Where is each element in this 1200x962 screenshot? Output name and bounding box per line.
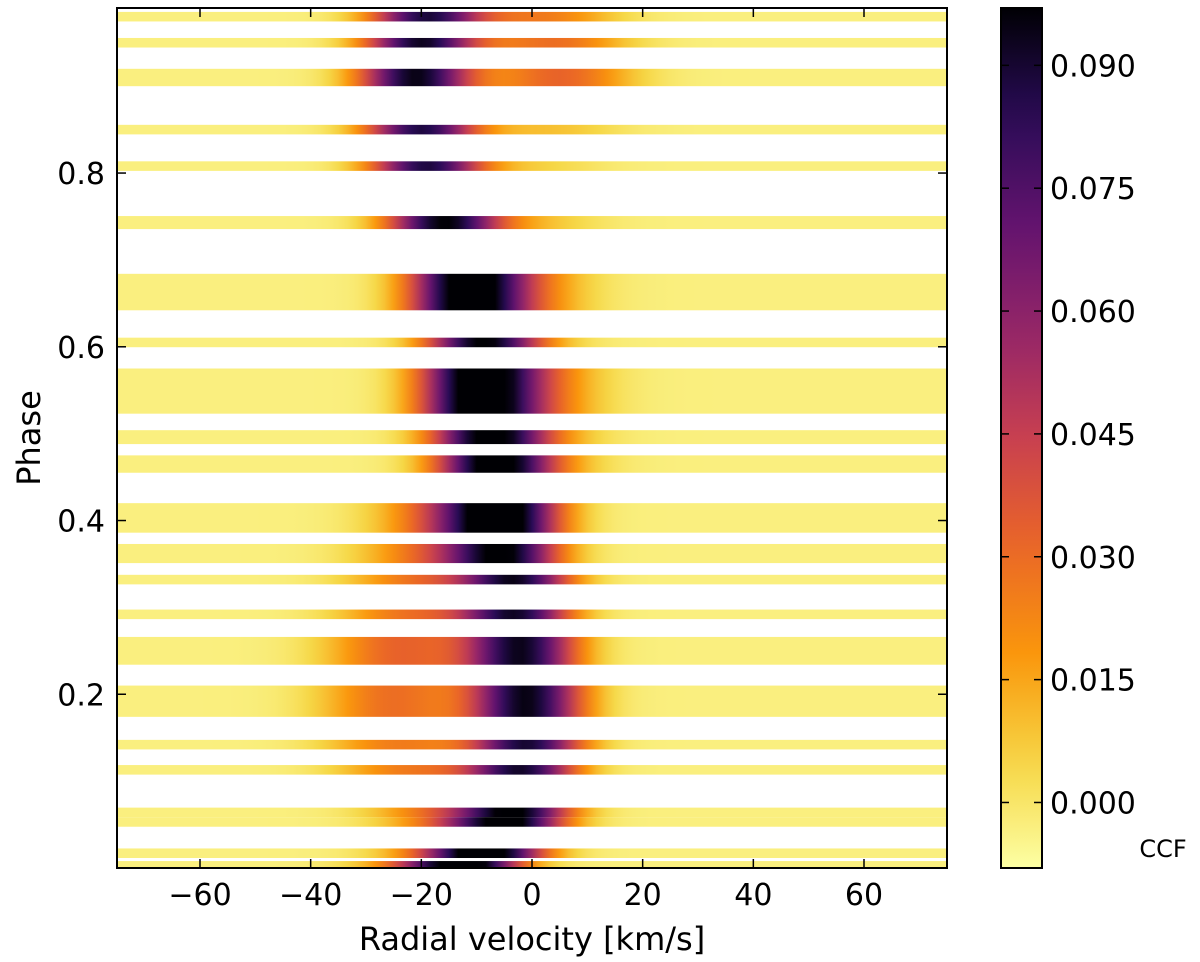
y-tick-label: 0.8 — [57, 157, 105, 192]
x-tick-label: 20 — [624, 878, 662, 913]
observation-strip — [117, 574, 947, 585]
x-tick-label: −20 — [390, 878, 453, 913]
observation-strip — [117, 765, 947, 775]
observation-strip — [117, 543, 947, 564]
observation-strip — [117, 124, 947, 135]
observation-strip — [117, 685, 947, 717]
observation-strip — [117, 430, 947, 445]
x-tick-label: 40 — [734, 878, 772, 913]
colorbar-ticks: 0.000 0.015 0.030 0.045 0.060 0.075 0.090 — [1001, 49, 1136, 821]
y-tick-label: 0.6 — [57, 331, 105, 366]
colorbar-tick-label: 0.015 — [1050, 664, 1136, 699]
observation-strip — [117, 68, 947, 87]
x-tick-label: 60 — [845, 878, 883, 913]
colorbar-tick-label: 0.000 — [1050, 786, 1136, 821]
x-axis-label: Radial velocity [km/s] — [359, 920, 705, 958]
observation-strip — [117, 161, 947, 171]
heatmap-strips — [117, 11, 947, 868]
x-tick-label: −60 — [168, 878, 231, 913]
colorbar-label: CCF — [1139, 835, 1186, 863]
y-tick-label: 0.4 — [57, 505, 105, 540]
y-axis-label: Phase — [10, 390, 48, 486]
observation-strip — [117, 455, 947, 473]
observation-strip — [117, 37, 947, 48]
observation-strip — [117, 503, 947, 533]
x-tick-label: −40 — [279, 878, 342, 913]
colorbar — [1000, 7, 1043, 869]
observation-strip — [117, 636, 947, 665]
observation-strip — [117, 273, 947, 311]
colorbar-tick-label: 0.045 — [1050, 418, 1136, 453]
colorbar-tick-label: 0.075 — [1050, 172, 1136, 207]
observation-strip — [117, 817, 947, 827]
observation-strip — [117, 739, 947, 750]
axis-ticks: −60 −40 −20 0 20 40 60 0.2 0.4 0.6 0.8 — [57, 8, 947, 913]
colorbar-tick-label: 0.090 — [1050, 49, 1136, 84]
observation-strip — [117, 216, 947, 230]
observation-strip — [117, 368, 947, 414]
observation-strip — [117, 609, 947, 620]
colorbar-tick-label: 0.060 — [1050, 295, 1136, 330]
observation-strip — [117, 807, 947, 818]
observation-strip — [117, 848, 947, 859]
colorbar-tick-label: 0.030 — [1050, 541, 1136, 576]
y-tick-label: 0.2 — [57, 678, 105, 713]
observation-strip — [117, 337, 947, 348]
x-tick-label: 0 — [522, 878, 541, 913]
